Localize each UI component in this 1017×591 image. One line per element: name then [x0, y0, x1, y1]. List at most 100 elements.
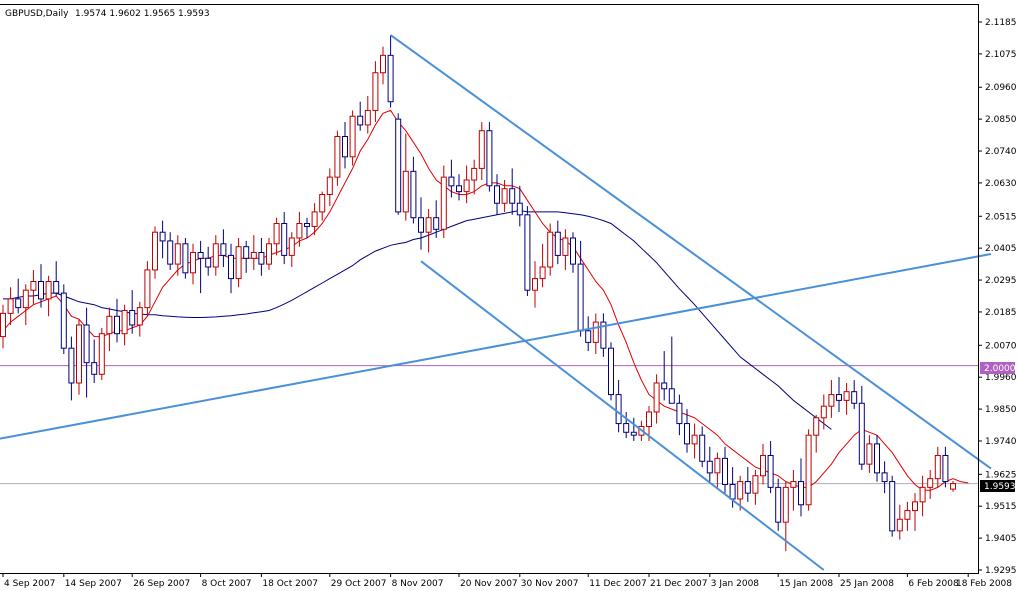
candle [114, 298, 120, 343]
current-price-label: 1.9593 [984, 482, 1016, 492]
candle-body-bull [22, 289, 29, 309]
candle-body-bull [372, 72, 379, 111]
price-tick-label: 2.1185 [985, 18, 1017, 28]
candle-body-bear [722, 457, 728, 485]
candle-body-bear [554, 231, 561, 256]
candle [896, 504, 903, 540]
level-label: 2.0000 [984, 364, 1016, 374]
candle-body-bull [843, 391, 850, 401]
candle [501, 180, 508, 212]
candle [212, 235, 219, 276]
candle [402, 133, 409, 221]
candle-body-bear [15, 298, 22, 309]
candle-body-bull [98, 333, 105, 375]
candle [699, 426, 706, 468]
trendline[interactable] [390, 34, 992, 470]
candle-body-bull [904, 510, 911, 520]
candle [433, 200, 440, 239]
candle [471, 159, 478, 195]
candle [281, 211, 288, 265]
candle-body-bull [478, 130, 485, 169]
candle-body-bear [357, 115, 364, 126]
candle-body-bear [798, 481, 804, 506]
candle-body-bull [326, 176, 333, 196]
candle [653, 374, 660, 424]
candle [357, 101, 364, 131]
candle-body-bear [129, 309, 136, 326]
candle [45, 275, 52, 317]
candle [7, 287, 14, 325]
candles-layer [0, 35, 956, 552]
candle [410, 156, 417, 224]
candle [813, 414, 820, 453]
candle-body-bear [889, 481, 896, 532]
candle-body-bear [684, 423, 690, 445]
candle [661, 351, 668, 401]
candle-body-bear [456, 185, 462, 193]
candle [532, 261, 538, 308]
candle-body-bear [699, 434, 706, 462]
candle [790, 469, 797, 511]
candle [342, 122, 348, 169]
time-tick-label: 18 Oct 2007 [262, 579, 318, 589]
candle [121, 304, 128, 346]
candle-body-bull [121, 309, 128, 335]
candle [615, 380, 622, 433]
candle-body-bull [950, 483, 956, 490]
candle-body-bull [471, 167, 478, 181]
price-tick-label: 2.0740 [985, 147, 1017, 157]
price-tick-label: 2.0185 [985, 308, 1017, 318]
candle-body-bear [577, 263, 584, 332]
ohlc-label: 1.9574 1.9602 1.9565 1.9593 [75, 9, 210, 19]
candle [858, 385, 865, 470]
candle-body-bull [691, 434, 698, 445]
candle [15, 278, 22, 314]
candle-body-bear [304, 223, 310, 227]
current-price-box [980, 480, 1015, 492]
candle-body-bull [334, 136, 341, 178]
candle-body-bear [851, 391, 858, 404]
candle-body-bull [273, 223, 280, 245]
candle [676, 394, 683, 436]
candle [0, 304, 6, 349]
trendline[interactable] [420, 260, 825, 571]
candle [585, 316, 592, 352]
candle [30, 269, 37, 305]
candle [76, 319, 82, 395]
candle-body-bear [258, 252, 265, 265]
candle-body-bear [205, 257, 212, 268]
time-tick-label: 21 Dec 2007 [650, 579, 708, 589]
candle [889, 475, 896, 537]
candle-body-bull [319, 194, 326, 213]
candle-body-bull [190, 252, 196, 274]
trendline[interactable] [0, 252, 992, 440]
candle [851, 380, 858, 410]
time-tick-label: 14 Sep 2007 [65, 579, 122, 589]
price-tick-label: 2.0630 [985, 179, 1017, 189]
candle [311, 203, 318, 236]
candle-body-bear [448, 176, 455, 187]
price-tick-label: 2.1075 [985, 50, 1017, 60]
candle-body-bull [653, 382, 660, 413]
candle [752, 469, 759, 505]
candle [174, 235, 181, 276]
candle [494, 174, 500, 215]
time-tick-label: 6 Feb 2008 [908, 579, 959, 589]
candle [562, 229, 569, 270]
candle-body-bear [524, 214, 531, 291]
candle-body-bull [45, 281, 52, 300]
candle-body-bull [311, 211, 318, 227]
candle-body-bear [608, 347, 614, 396]
candle-body-bear [942, 454, 949, 483]
candle-body-bear [516, 202, 523, 216]
candle [425, 209, 432, 253]
trendlines-layer[interactable] [0, 34, 992, 571]
candle [129, 290, 136, 334]
candle-body-bear [182, 243, 189, 274]
candle-body-bull [136, 307, 143, 326]
candle [874, 435, 880, 482]
candle-body-bear [68, 347, 75, 384]
candle [760, 443, 766, 485]
